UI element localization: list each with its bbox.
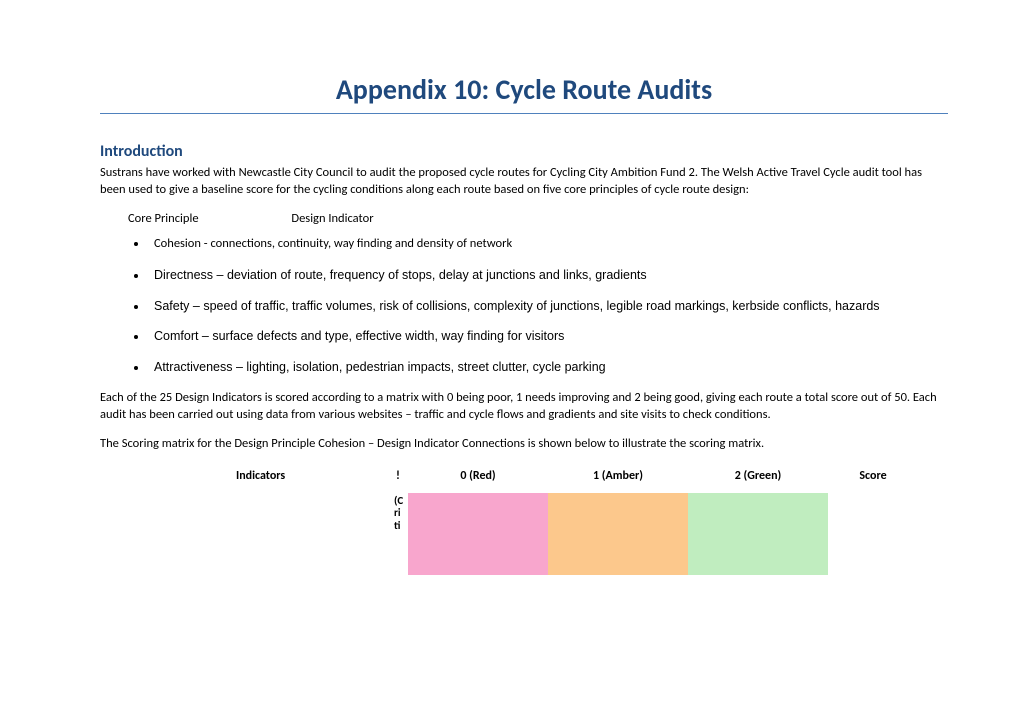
table-header-row: Indicators ! 0 (Red) 1 (Amber) 2 (Green)… — [230, 465, 918, 493]
col-header-critical: ! — [390, 465, 408, 493]
core-principles-list: Cohesion - connections, continuity, way … — [148, 236, 948, 376]
list-item: Comfort – surface defects and type, effe… — [148, 328, 948, 345]
cell-indicator — [230, 493, 390, 575]
cell-red — [408, 493, 548, 575]
col-header-green: 2 (Green) — [688, 465, 828, 493]
table-row: (Criti — [230, 493, 918, 575]
document-page: Appendix 10: Cycle Route Audits Introduc… — [0, 0, 1020, 575]
principles-header-row: Core Principle Design Indicator — [128, 211, 948, 226]
intro-paragraph: Sustrans have worked with Newcastle City… — [100, 165, 948, 199]
col-header-indicators: Indicators — [230, 465, 390, 493]
scoring-matrix-table: Indicators ! 0 (Red) 1 (Amber) 2 (Green)… — [230, 465, 918, 575]
matrix-intro-paragraph: The Scoring matrix for the Design Princi… — [100, 436, 948, 453]
cell-score — [828, 493, 918, 575]
list-item: Directness – deviation of route, frequen… — [148, 267, 948, 284]
cell-amber — [548, 493, 688, 575]
page-title: Appendix 10: Cycle Route Audits — [100, 72, 948, 113]
title-underline — [100, 113, 948, 114]
principles-header-right: Design Indicator — [291, 211, 373, 226]
section-heading-introduction: Introduction — [100, 142, 948, 161]
cell-green — [688, 493, 828, 575]
cell-critical: (Criti — [390, 493, 408, 575]
col-header-amber: 1 (Amber) — [548, 465, 688, 493]
list-item: Cohesion - connections, continuity, way … — [148, 236, 948, 253]
col-header-score: Score — [828, 465, 918, 493]
principles-header-left: Core Principle — [128, 211, 199, 226]
list-item: Attractiveness – lighting, isolation, pe… — [148, 359, 948, 376]
list-item: Safety – speed of traffic, traffic volum… — [148, 298, 948, 315]
scoring-explanation-paragraph: Each of the 25 Design Indicators is scor… — [100, 390, 948, 424]
col-header-red: 0 (Red) — [408, 465, 548, 493]
